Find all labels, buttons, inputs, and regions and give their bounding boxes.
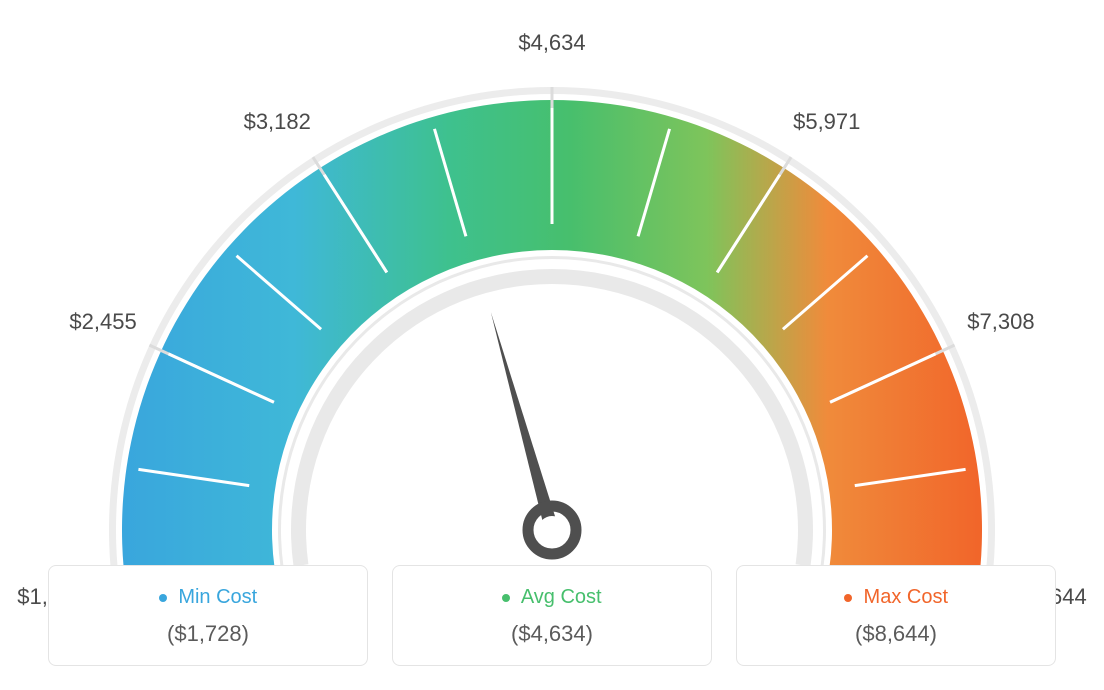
gauge-svg [62,20,1042,580]
legend-value-avg: ($4,634) [403,621,701,647]
legend-card-min: Min Cost ($1,728) [48,565,368,666]
legend-label-max: Max Cost [864,586,948,608]
gauge-tick-label: $7,308 [961,309,1041,335]
legend-value-max: ($8,644) [747,621,1045,647]
legend-label-avg: Avg Cost [521,586,602,608]
legend-card-max: Max Cost ($8,644) [736,565,1056,666]
gauge-tick-label: $2,455 [63,309,143,335]
gauge-chart: $1,728$2,455$3,182$4,634$5,971$7,308$8,6… [62,20,1042,560]
gauge-tick-label: $5,971 [787,109,867,135]
legend-title-min: Min Cost [59,586,357,609]
legend-title-avg: Avg Cost [403,586,701,609]
dot-avg [502,594,510,602]
legend-row: Min Cost ($1,728) Avg Cost ($4,634) Max … [48,565,1056,666]
legend-value-min: ($1,728) [59,621,357,647]
legend-title-max: Max Cost [747,586,1045,609]
dot-max [844,594,852,602]
gauge-tick-label: $3,182 [237,109,317,135]
dot-min [159,594,167,602]
legend-label-min: Min Cost [178,586,257,608]
gauge-tick-label: $4,634 [517,30,587,56]
legend-card-avg: Avg Cost ($4,634) [392,565,712,666]
